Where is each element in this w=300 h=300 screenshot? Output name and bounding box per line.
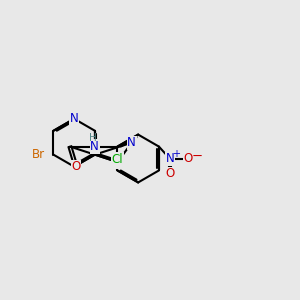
Text: Cl: Cl xyxy=(112,153,123,166)
Text: +: + xyxy=(172,148,180,159)
Text: N: N xyxy=(127,136,136,149)
Text: −: − xyxy=(191,150,202,163)
Text: O: O xyxy=(71,160,81,173)
Text: N: N xyxy=(70,112,79,125)
Text: N: N xyxy=(166,152,174,165)
Text: O: O xyxy=(183,152,193,165)
Text: N: N xyxy=(113,156,122,169)
Text: Br: Br xyxy=(32,148,45,161)
Text: H: H xyxy=(89,133,97,143)
Text: N: N xyxy=(90,140,99,153)
Text: O: O xyxy=(165,167,175,181)
